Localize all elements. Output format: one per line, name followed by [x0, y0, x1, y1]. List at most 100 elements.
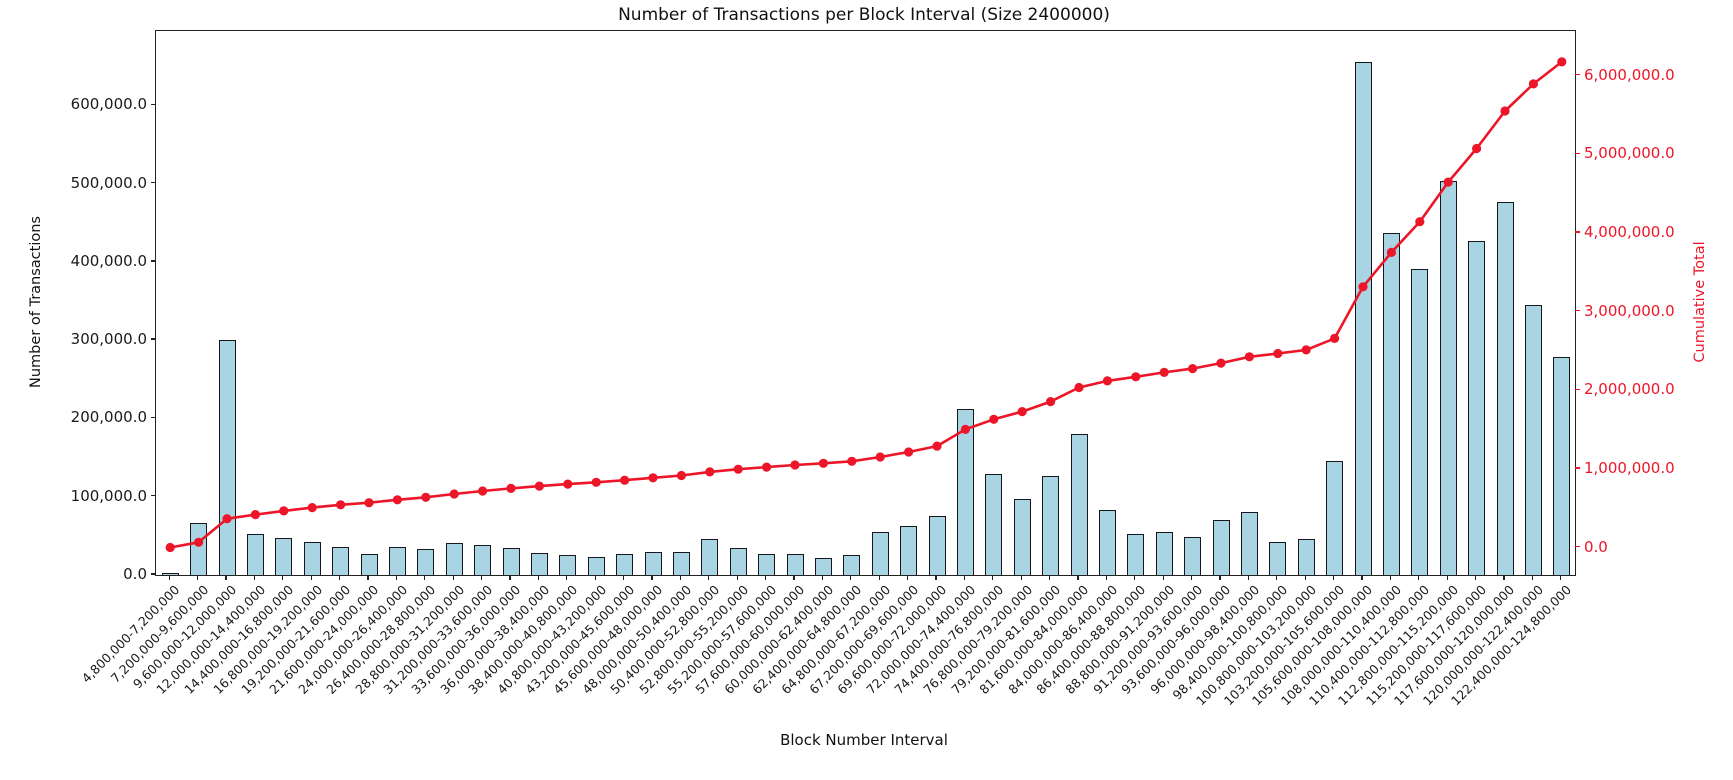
- x-tick-mark: [1276, 575, 1278, 581]
- cumulative-point: [705, 467, 715, 477]
- x-tick-mark: [1077, 575, 1079, 581]
- cumulative-line: [169, 60, 1563, 549]
- cumulative-point: [478, 486, 488, 496]
- y-tick-label-right: 3,000,000.0: [1584, 301, 1675, 320]
- x-tick-mark: [168, 575, 170, 581]
- bar: [1127, 533, 1145, 575]
- cumulative-point: [336, 500, 346, 510]
- bar: [246, 533, 264, 575]
- cumulative-point: [1159, 367, 1169, 377]
- cumulative-point: [1443, 177, 1453, 187]
- cumulative-point: [1216, 358, 1226, 368]
- cumulative-point: [1102, 376, 1112, 386]
- cumulative-point: [1472, 143, 1482, 154]
- bar: [190, 523, 208, 575]
- y-tick-mark-right: [1575, 231, 1580, 233]
- y-tick-label-left: 600,000.0: [70, 95, 147, 114]
- cumulative-point: [1074, 382, 1084, 393]
- x-tick-mark: [1474, 575, 1477, 581]
- y-tick-label-right: 1,000,000.0: [1584, 459, 1675, 477]
- bar: [388, 546, 406, 575]
- x-tick-mark: [1418, 575, 1420, 581]
- cumulative-point: [1273, 348, 1283, 359]
- cumulative-point: [1131, 372, 1141, 382]
- bar: [985, 474, 1003, 575]
- cumulative-point: [392, 495, 402, 505]
- y-tick-label-right: 4,000,000.0: [1584, 222, 1675, 241]
- x-tick-mark: [764, 575, 767, 581]
- cumulative-point: [818, 458, 829, 468]
- x-tick-mark: [992, 575, 994, 581]
- bar: [1184, 536, 1202, 575]
- y-tick-label-right: 2,000,000.0: [1584, 380, 1675, 399]
- cumulative-point: [790, 460, 800, 470]
- bar: [644, 551, 662, 575]
- cumulative-point: [1415, 217, 1425, 227]
- cumulative-point: [932, 441, 942, 451]
- x-tick-mark: [282, 575, 284, 581]
- cumulative-point: [676, 470, 687, 481]
- x-tick-mark: [736, 575, 738, 581]
- bar: [1212, 520, 1230, 575]
- x-tick-mark: [1389, 575, 1392, 581]
- bar: [1042, 475, 1060, 575]
- y-tick-label-right: 5,000,000.0: [1584, 144, 1675, 163]
- cumulative-point: [279, 506, 289, 516]
- cumulative-point: [449, 489, 459, 499]
- x-tick-mark: [1304, 575, 1306, 581]
- bar: [332, 546, 350, 575]
- bar: [530, 552, 548, 575]
- cumulative-point: [960, 424, 971, 434]
- bar: [445, 542, 463, 575]
- cumulative-point: [591, 477, 601, 487]
- y-tick-mark-left: [150, 338, 155, 340]
- bar: [1155, 531, 1173, 575]
- x-tick-mark: [708, 575, 710, 581]
- cumulative-point: [847, 456, 857, 466]
- x-tick-mark: [622, 575, 625, 581]
- cumulative-point: [904, 447, 914, 457]
- x-tick-mark: [225, 575, 227, 581]
- bar: [1240, 512, 1258, 575]
- cumulative-point: [421, 492, 431, 502]
- y-tick-mark-right: [1575, 467, 1580, 469]
- y-tick-mark-right: [1575, 388, 1580, 390]
- cumulative-point: [165, 542, 175, 553]
- x-tick-mark: [1105, 575, 1108, 581]
- cumulative-point: [506, 483, 516, 493]
- y-tick-mark-left: [150, 416, 155, 419]
- x-tick-mark: [1332, 575, 1335, 581]
- bar: [843, 554, 861, 575]
- y-tick-mark-left: [150, 573, 155, 575]
- x-tick-mark: [594, 575, 596, 581]
- cumulative-point: [194, 537, 204, 547]
- bar: [1411, 268, 1429, 575]
- bar: [1326, 460, 1344, 575]
- cumulative-point: [1330, 333, 1340, 343]
- x-tick-mark: [1134, 575, 1136, 581]
- y-tick-label-left: 400,000.0: [70, 251, 147, 270]
- cumulative-point: [648, 473, 658, 483]
- bar: [701, 539, 719, 575]
- bar: [417, 549, 435, 575]
- x-tick-mark: [1361, 575, 1363, 581]
- y-tick-label-left: 200,000.0: [70, 408, 147, 427]
- x-tick-mark: [480, 575, 483, 581]
- y-axis-label-left: Number of Transactions: [28, 216, 44, 388]
- bar: [729, 548, 747, 575]
- x-tick-mark: [793, 575, 795, 581]
- x-tick-mark: [850, 575, 852, 581]
- bar: [1382, 232, 1400, 575]
- bar: [161, 573, 179, 575]
- cumulative-point: [620, 475, 630, 485]
- y-tick-mark-left: [150, 181, 155, 184]
- x-tick-mark: [679, 575, 682, 581]
- bar: [672, 551, 690, 575]
- y-tick-mark-left: [150, 495, 155, 497]
- x-tick-mark: [1219, 575, 1221, 581]
- cumulative-point: [1557, 57, 1567, 67]
- cumulative-point: [1244, 352, 1254, 362]
- cumulative-point: [1046, 397, 1056, 407]
- y-tick-mark-right: [1575, 152, 1580, 154]
